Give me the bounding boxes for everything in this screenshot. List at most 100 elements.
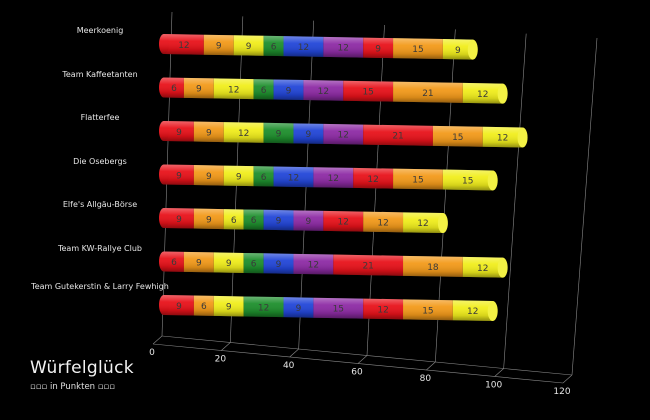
- data-label: 12: [377, 305, 388, 315]
- bar-segment-shade: [303, 80, 344, 101]
- bar-segment: 9: [283, 297, 314, 318]
- bar-segment-shade: [403, 299, 453, 321]
- data-label: 9: [206, 172, 212, 182]
- bar-segment: 6: [243, 209, 264, 230]
- x-tick-label: 40: [283, 361, 295, 371]
- data-label: 15: [462, 176, 473, 186]
- tick-mark: [152, 335, 163, 345]
- data-label: 12: [228, 85, 239, 95]
- bar-segment: 6: [164, 251, 184, 272]
- bar-row: 6 9 9 6 9 12 21 18 12: [159, 251, 508, 278]
- data-label: 12: [258, 303, 269, 313]
- data-label: 6: [231, 216, 237, 226]
- data-label: 9: [375, 44, 381, 54]
- tick-mark: [494, 368, 504, 377]
- bar-segment-shade: [243, 296, 284, 318]
- bar-segment-shade: [183, 77, 214, 99]
- bar-segment-shade: [323, 123, 364, 145]
- bar-segment: 6: [243, 252, 264, 274]
- bar-segment: 6: [253, 166, 274, 187]
- bar-segment: 12: [313, 167, 354, 188]
- bar-segment: 12: [482, 126, 523, 148]
- bar-segment-shade: [213, 78, 254, 100]
- tick-mark: [562, 374, 573, 384]
- x-tick-label: 60: [351, 368, 363, 378]
- bar-segment-shade: [253, 166, 274, 187]
- bar-end-cap: [467, 39, 478, 60]
- bar-segment: 9: [193, 121, 224, 143]
- bar-segment-shade: [403, 212, 443, 234]
- data-label: 6: [251, 216, 257, 226]
- data-label: 9: [306, 130, 312, 140]
- bar-segment-shade: [193, 121, 224, 143]
- bar-segment: 15: [313, 297, 364, 319]
- bar-segment: 21: [333, 254, 404, 276]
- data-label: 12: [338, 44, 349, 54]
- bar-segment: 9: [442, 39, 473, 60]
- bar-segment: 9: [363, 37, 394, 59]
- bar-segment-shade: [164, 164, 194, 186]
- data-label: 15: [362, 88, 373, 98]
- grid-line: [571, 37, 598, 376]
- bar-segment-shade: [403, 255, 463, 277]
- bar-segment: 12: [213, 78, 254, 100]
- bar-end-cap-shade: [487, 170, 498, 191]
- bar-segment-shade: [363, 211, 404, 233]
- data-label: 9: [276, 217, 282, 227]
- data-label: 6: [261, 173, 267, 183]
- bar-segment: 6: [253, 79, 274, 100]
- x-tick-label: 120: [553, 387, 570, 397]
- data-label: 12: [178, 41, 189, 51]
- bar-segment-shade: [193, 165, 224, 186]
- bar-segment: 9: [203, 34, 234, 56]
- bar-end-cap-shade: [487, 300, 498, 321]
- bar-start-cap-shade: [159, 34, 169, 54]
- category-label: Meerkoenig: [76, 26, 124, 35]
- bar-row: 9 9 6 6 9 9 12 12 12: [159, 208, 448, 234]
- bar-segment-shade: [353, 167, 394, 189]
- bar-segment-shade: [223, 122, 264, 143]
- data-label: 6: [171, 258, 177, 268]
- bar-end-cap: [437, 213, 448, 234]
- bar-segment: 12: [283, 36, 324, 57]
- bar-segment-shade: [393, 168, 443, 190]
- data-label: 12: [338, 131, 349, 141]
- data-label: 12: [338, 218, 349, 228]
- bar-segment: 12: [303, 80, 344, 101]
- bar-segment-shade: [263, 209, 294, 231]
- category-label: Team KW-Rallye Club: [57, 243, 142, 253]
- data-label: 9: [276, 260, 282, 270]
- data-label: 21: [422, 89, 433, 99]
- data-label: 12: [298, 43, 309, 53]
- bar-row: 6 9 12 6 9 12 15 21 12: [159, 77, 508, 104]
- data-label: 12: [497, 134, 508, 144]
- bar-segment-shade: [263, 122, 294, 144]
- grid-lines: [161, 11, 598, 376]
- data-label: 12: [477, 264, 488, 274]
- bar-segment: 9: [293, 210, 324, 231]
- bar-segment-shade: [233, 35, 264, 56]
- bar-segment-shade: [164, 295, 194, 316]
- data-label: 9: [216, 41, 222, 51]
- bar-row: 9 9 12 9 9 12 21 15 12: [159, 121, 528, 148]
- bar-segment-shade: [313, 297, 364, 319]
- bar-segment: 9: [193, 165, 224, 186]
- bar-segment-shade: [243, 252, 264, 274]
- data-label: 9: [306, 217, 312, 227]
- chart-title: Würfelglück: [30, 358, 134, 378]
- tick-mark: [357, 355, 368, 364]
- bar-segment: 9: [293, 123, 324, 144]
- bar-end-cap: [497, 257, 508, 278]
- bar-segment-shade: [462, 82, 503, 104]
- data-label: 9: [176, 171, 182, 181]
- bar-segment: 9: [233, 35, 264, 56]
- grid-line: [503, 33, 527, 369]
- bar-segment: 6: [164, 77, 184, 98]
- bar-segment-shade: [293, 123, 324, 144]
- bar-segment: 6: [223, 209, 244, 230]
- bar-segment-shade: [213, 252, 244, 273]
- bar-segment: 12: [353, 167, 394, 189]
- data-label: 6: [201, 302, 207, 312]
- data-label: 12: [367, 175, 378, 185]
